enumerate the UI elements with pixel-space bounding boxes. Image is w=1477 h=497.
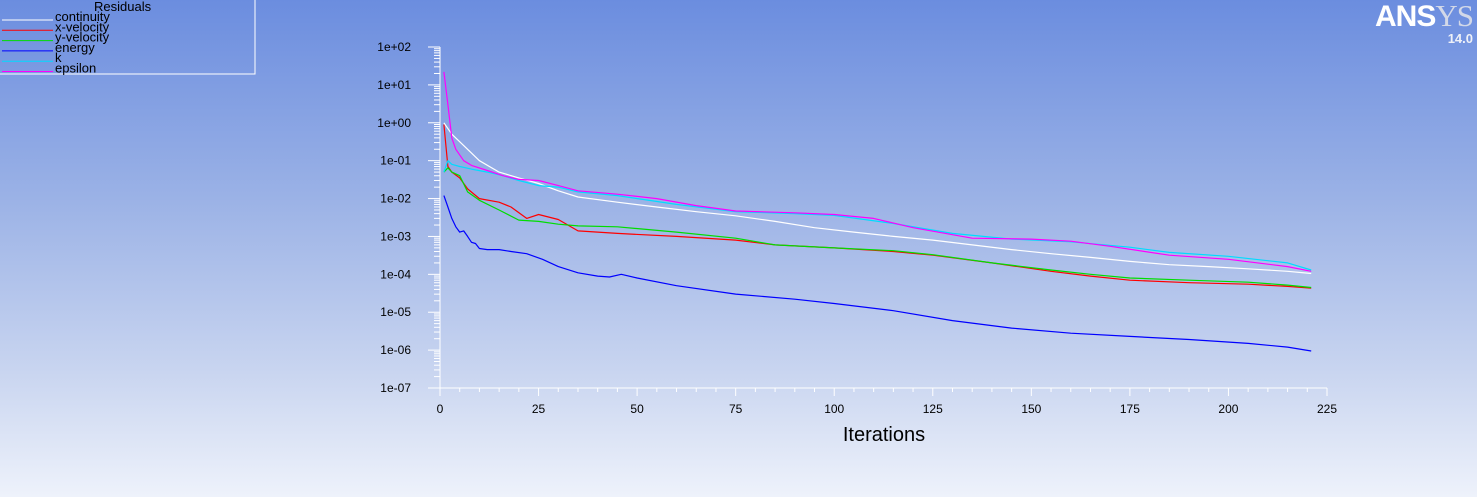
x-tick-label: 150 [1021, 402, 1041, 416]
y-tick-label: 1e-03 [380, 229, 411, 243]
x-axis-label: Iterations [843, 424, 925, 446]
y-tick-label: 1e+02 [377, 40, 411, 54]
legend: Residuals continuityx-velocityy-velocity… [0, 0, 256, 76]
y-tick-label: 1e-04 [380, 267, 411, 281]
legend-box [0, 0, 256, 75]
series-line-y-velocity [443, 167, 1312, 289]
x-tick-label: 0 [437, 402, 444, 416]
legend-label-energy: energy [55, 40, 95, 55]
y-tick-label: 1e-01 [380, 154, 411, 168]
x-tick-label: 25 [532, 402, 546, 416]
series-line-continuity [443, 122, 1312, 275]
y-tick-label: 1e-06 [380, 343, 411, 357]
series-line-k [443, 160, 1312, 271]
series-line-epsilon [443, 71, 1312, 272]
y-tick-label: 1e-05 [380, 305, 411, 319]
x-tick-label: 75 [729, 402, 743, 416]
y-tick-label: 1e-07 [380, 381, 411, 395]
legend-label-epsilon: epsilon [55, 61, 96, 76]
x-tick-label: 225 [1317, 402, 1337, 416]
y-tick-label: 1e+01 [377, 78, 411, 92]
x-tick-label: 125 [923, 402, 943, 416]
x-tick-label: 200 [1218, 402, 1238, 416]
series-lines [443, 71, 1312, 352]
legend-label-y-velocity: y-velocity [55, 30, 110, 45]
logo-main: ANS [1375, 0, 1436, 33]
legend-label-continuity: continuity [55, 9, 110, 24]
x-tick-label: 100 [824, 402, 844, 416]
legend-title: Residuals [94, 0, 152, 14]
logo-tail: YS [1435, 0, 1474, 33]
x-tick-label: 50 [630, 402, 644, 416]
ansys-logo: ANSYS 14.0 [1375, 0, 1474, 46]
version-label: 14.0 [1447, 31, 1473, 46]
legend-label-x-velocity: x-velocity [55, 19, 110, 34]
axes: 1e-07 1e-06 1e-05 1e-04 1e-03 1e-02 1e-01 1e+00… [377, 40, 1337, 416]
y-tick-label: 1e+00 [377, 116, 411, 130]
x-tick-label: 175 [1120, 402, 1140, 416]
series-line-energy [443, 195, 1312, 352]
y-tick-label: 1e-02 [380, 192, 411, 206]
legend-label-k: k [55, 50, 62, 65]
series-line-x-velocity [443, 124, 1312, 289]
